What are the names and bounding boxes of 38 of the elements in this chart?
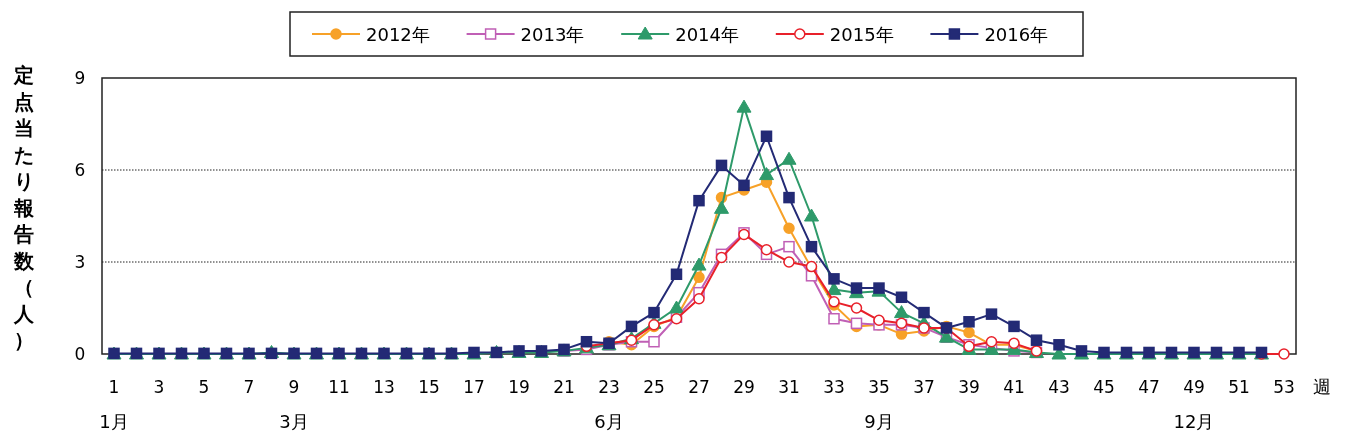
x-tick-label: 39 <box>958 377 980 397</box>
x-tick-label: 21 <box>553 377 575 397</box>
x-tick-label: 23 6月 <box>594 377 624 432</box>
x-tick-label: 53 <box>1273 377 1295 397</box>
x-tick-label: 51 <box>1228 377 1250 397</box>
x-tick-label: 45 <box>1093 377 1115 397</box>
x-tick-label: 1 1月 <box>99 377 129 432</box>
y-tick-label: 3 <box>74 252 86 272</box>
y-tick-label: 0 <box>74 344 86 364</box>
legend-label: 2015年 <box>829 24 894 45</box>
x-tick-label: 33 <box>823 377 845 397</box>
x-tick-label: 7 <box>243 377 255 397</box>
text: 定点当たり報告数（人） <box>14 63 34 352</box>
x-axis-title: 週 <box>1313 376 1331 397</box>
legend-label: 2014年 <box>675 24 740 45</box>
x-tick-label: 29 <box>733 377 755 397</box>
x-tick-label: 25 <box>643 377 665 397</box>
x-tick-label: 3 <box>153 377 165 397</box>
x-tick-label: 41 <box>1003 377 1025 397</box>
y-tick-label: 6 <box>74 160 86 180</box>
x-tick-label: 15 <box>418 377 440 397</box>
legend-label: 2013年 <box>520 24 585 45</box>
x-tick-label: 35 9月 <box>864 377 894 432</box>
x-tick-label: 17 <box>463 377 485 397</box>
legend-label: 2012年 <box>366 24 430 45</box>
x-tick-label: 31 <box>778 377 800 397</box>
x-tick-label: 19 <box>508 377 530 397</box>
legend-label: 2016年 <box>984 24 1049 45</box>
x-tick-label: 9 3月 <box>279 377 309 432</box>
y-tick-label: 9 <box>74 68 86 88</box>
x-tick-label: 11 <box>328 377 350 397</box>
x-tick-label: 37 <box>913 377 935 397</box>
x-tick-label: 47 <box>1138 377 1160 397</box>
x-tick-label: 49 12月 <box>1173 377 1215 432</box>
x-tick-label: 13 <box>373 377 395 397</box>
x-tick-label: 5 <box>198 377 210 397</box>
x-tick-label: 43 <box>1048 377 1070 397</box>
x-tick-label: 27 <box>688 377 710 397</box>
